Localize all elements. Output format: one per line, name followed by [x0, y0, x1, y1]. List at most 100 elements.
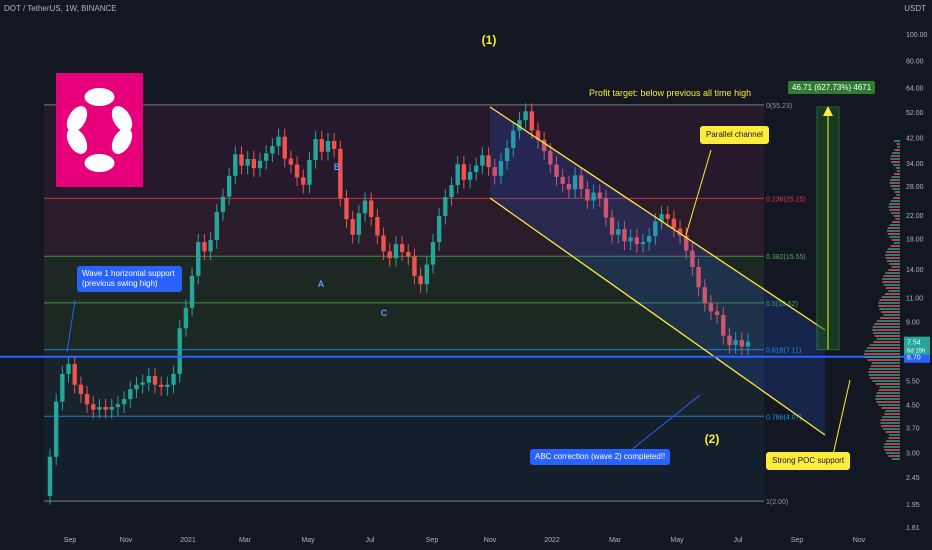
volume-bar — [864, 350, 900, 352]
candle-body — [263, 153, 269, 161]
profit-target-annotation: Profit target: below previous all time h… — [589, 88, 752, 98]
volume-bar — [866, 347, 900, 349]
volume-bar — [885, 251, 900, 253]
fib-zone — [44, 349, 764, 417]
candle-body — [535, 130, 541, 140]
volume-bar — [894, 191, 900, 193]
volume-bar — [886, 260, 900, 262]
x-tick-label: May — [670, 537, 684, 544]
candle-body — [356, 213, 362, 235]
volume-bar — [873, 332, 900, 334]
volume-bar — [884, 413, 900, 415]
candle-body — [91, 404, 96, 410]
volume-bar — [891, 239, 900, 241]
volume-bar — [869, 377, 900, 379]
fib-level-label: 0(55.23) — [766, 103, 792, 110]
x-tick-label: Mar — [609, 537, 622, 544]
candles — [47, 103, 751, 505]
candle-body — [196, 242, 201, 276]
volume-bar — [890, 155, 900, 157]
volume-bar — [885, 431, 900, 433]
candle-body — [653, 221, 658, 237]
candle-body — [548, 151, 553, 165]
volume-bar — [888, 455, 900, 457]
channel-fill — [490, 107, 825, 435]
candle-body — [344, 198, 349, 220]
wave-label: C — [381, 308, 388, 318]
target-arrow-head — [823, 106, 833, 116]
candle-body — [418, 275, 423, 285]
volume-bar — [878, 302, 900, 304]
volume-bar — [885, 257, 900, 259]
candle-body — [517, 120, 522, 131]
x-tick-label: Sep — [64, 537, 77, 544]
y-tick-label: 100.00 — [906, 32, 928, 39]
fib-zone — [44, 302, 764, 350]
candle-body — [239, 154, 244, 166]
volume-bar — [892, 152, 900, 154]
channel-upper-line — [489, 106, 826, 331]
y-tick-label: 5.50 — [906, 378, 920, 385]
candle-body — [554, 164, 559, 177]
volume-bar — [890, 245, 900, 247]
candle-body — [424, 264, 429, 285]
wave-label: B — [334, 162, 341, 172]
parallel-channel-callout: Parallel channel — [700, 126, 769, 144]
volume-bar — [878, 389, 900, 391]
chart-header-symbol: DOT / TetherUS, 1W, BINANCE — [4, 4, 117, 13]
candle-body — [115, 404, 121, 407]
volume-bar — [884, 443, 900, 445]
volume-bar — [889, 224, 900, 226]
candle-body — [171, 373, 176, 385]
y-tick-label: 34.00 — [906, 161, 924, 168]
fib-level-label: 0.236(25.25) — [766, 196, 806, 203]
volume-bar — [889, 263, 900, 265]
candle-body — [523, 111, 528, 121]
volume-bar — [879, 299, 900, 301]
candle-body — [66, 364, 71, 374]
target-badge: 46.71 (627.73%) 4671 — [788, 81, 876, 94]
volume-bar — [885, 410, 900, 412]
volume-bar — [893, 140, 900, 142]
candle-body — [714, 311, 720, 316]
volume-bar — [873, 341, 900, 343]
wave-label: A — [318, 279, 325, 289]
candle-body — [646, 236, 652, 243]
volume-bar — [889, 179, 900, 181]
candle-body — [152, 376, 158, 385]
y-tick-label: 42.00 — [906, 136, 924, 143]
volume-bar — [868, 371, 900, 373]
candle-body — [301, 177, 306, 185]
candle-body — [146, 376, 152, 383]
volume-bar — [887, 233, 900, 235]
volume-bar — [864, 356, 900, 358]
volume-bar — [867, 359, 900, 361]
volume-bar — [892, 188, 900, 190]
volume-bar — [893, 173, 900, 175]
current-price-label: 7.54 — [907, 340, 921, 347]
candle-body — [616, 229, 621, 235]
volume-bar — [891, 458, 900, 460]
wave1-support-callout: Wave 1 horizontal support (previous swin… — [77, 266, 182, 292]
volume-bar — [886, 440, 900, 442]
candle-body — [121, 399, 127, 405]
candle-body — [690, 250, 695, 268]
candle-body — [529, 111, 535, 131]
volume-bar — [869, 344, 900, 346]
fib-level-label: 0.618(7.11) — [766, 348, 801, 355]
candle-body — [97, 406, 102, 410]
volume-bar — [891, 161, 900, 163]
candle-body — [288, 158, 294, 165]
candle-body — [375, 216, 380, 236]
candle-body — [165, 384, 170, 388]
candle-body — [60, 373, 65, 402]
volume-bar — [880, 422, 900, 424]
volume-bar — [888, 437, 900, 439]
candle-body — [443, 197, 448, 216]
volume-bar — [891, 266, 900, 268]
candle-body — [634, 237, 640, 245]
candle-body — [331, 141, 337, 149]
candle-body — [492, 167, 497, 176]
volume-bar — [888, 269, 900, 271]
volume-bar — [883, 284, 900, 286]
